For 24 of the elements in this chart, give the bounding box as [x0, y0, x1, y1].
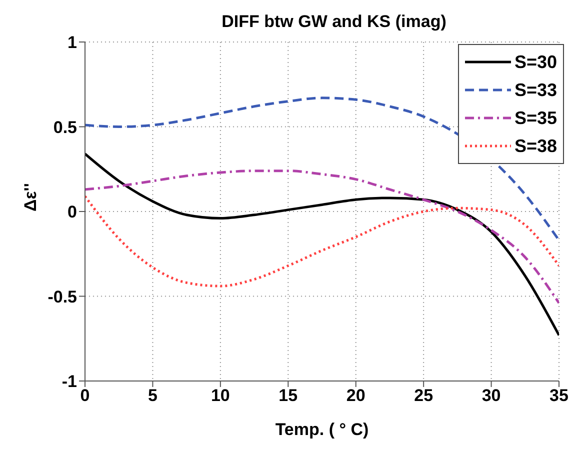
x-tick-label: 0: [80, 386, 90, 406]
x-tick-label: 35: [550, 386, 568, 406]
y-tick-label: -0.5: [48, 287, 77, 306]
legend-label: S=38: [514, 135, 557, 158]
chart-title: DIFF btw GW and KS (imag): [220, 12, 448, 32]
y-axis-title: Δε'': [21, 183, 40, 212]
x-tick-label: 25: [414, 386, 434, 406]
line-series: [85, 152, 559, 336]
legend-label: S=30: [514, 51, 557, 74]
x-axis-title: Temp. ( ° C): [275, 420, 369, 439]
line-series: [85, 194, 559, 288]
line-series: [85, 96, 559, 242]
x-tick-label: 30: [482, 386, 501, 406]
y-tick-label: 1: [68, 33, 77, 52]
x-tick-label: 5: [148, 386, 158, 406]
x-tick-label: 10: [210, 386, 230, 406]
legend-label: S=35: [514, 107, 557, 130]
y-tick-label: 0.5: [53, 118, 77, 137]
y-tick-label: 0: [68, 202, 77, 222]
y-tick-label: -1: [62, 372, 77, 392]
legend-label: S=33: [514, 79, 557, 102]
x-tick-label: 20: [346, 386, 366, 406]
line-series: [85, 170, 559, 304]
x-tick-label: 15: [278, 386, 298, 406]
